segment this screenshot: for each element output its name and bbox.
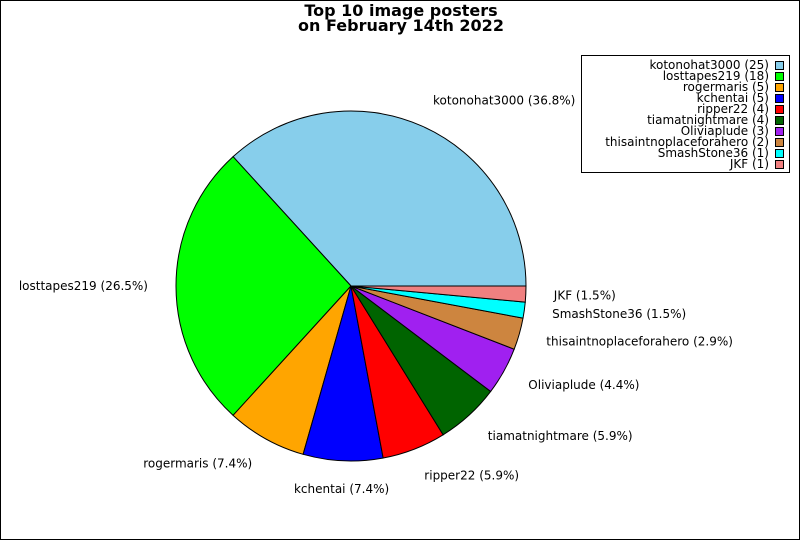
slice-label-tiamatnightmare: tiamatnightmare (5.9%) — [488, 429, 633, 443]
legend-swatch — [775, 149, 784, 158]
legend-item-rogermaris: rogermaris (5) — [682, 80, 784, 94]
slice-label-smashstone36: SmashStone36 (1.5%) — [552, 307, 686, 321]
legend-label: losttapes219 (18) — [662, 69, 769, 83]
legend-label: thisaintnoplaceforahero (2) — [605, 135, 769, 149]
legend-swatch — [775, 138, 784, 147]
legend-swatch — [775, 116, 784, 125]
legend-swatch — [775, 83, 784, 92]
legend-label: Oliviaplude (3) — [680, 124, 769, 138]
slice-label-jkf: JKF (1.5%) — [553, 288, 616, 302]
legend-swatch — [775, 94, 784, 103]
legend-swatch — [775, 105, 784, 114]
legend-label: JKF (1) — [729, 157, 769, 171]
slice-label-thisaintnoplaceforahero: thisaintnoplaceforahero (2.9%) — [546, 335, 733, 349]
slice-label-oliviaplude: Oliviaplude (4.4%) — [528, 378, 639, 392]
legend-label: kchentai (5) — [696, 91, 769, 105]
legend-item-ripper22: ripper22 (4) — [697, 102, 784, 116]
legend-item-thisaintnoplaceforahero: thisaintnoplaceforahero (2) — [605, 135, 784, 149]
legend-item-losttapes219: losttapes219 (18) — [662, 69, 784, 83]
legend-label: rogermaris (5) — [682, 80, 769, 94]
slice-label-kotonohat3000: kotonohat3000 (36.8%) — [433, 93, 575, 107]
pie-slice-losttapes219 — [175, 155, 352, 417]
legend-swatch — [775, 61, 784, 70]
legend-item-jkf: JKF (1) — [729, 157, 784, 171]
legend-item-kchentai: kchentai (5) — [696, 91, 784, 105]
legend-item-kotonohat3000: kotonohat3000 (25) — [649, 58, 784, 72]
legend-label: kotonohat3000 (25) — [649, 58, 769, 72]
pie-slice-jkf — [350, 285, 527, 303]
legend-swatch — [775, 160, 784, 169]
chart-title-line-1: Top 10 image posters — [304, 1, 498, 20]
legend-item-smashstone36: SmashStone36 (1) — [657, 146, 784, 160]
slice-label-losttapes219: losttapes219 (26.5%) — [19, 279, 148, 293]
legend-label: SmashStone36 (1) — [657, 146, 769, 160]
chart-legend: kotonohat3000 (25) losttapes219 (18) roger… — [581, 55, 790, 173]
chart-title-line-2: on February 14th 2022 — [298, 16, 504, 35]
pie-slice-kotonohat3000 — [232, 110, 527, 287]
legend-item-oliviaplude: Oliviaplude (3) — [680, 124, 784, 138]
legend-swatch — [775, 72, 784, 81]
slice-label-rogermaris: rogermaris (7.4%) — [143, 456, 252, 470]
legend-item-tiamatnightmare: tiamatnightmare (4) — [647, 113, 784, 127]
chart-title: Top 10 image posters on February 14th 20… — [1, 1, 800, 35]
legend-swatch — [775, 127, 784, 136]
slice-label-kchentai: kchentai (7.4%) — [294, 482, 389, 496]
legend-label: tiamatnightmare (4) — [647, 113, 769, 127]
slice-label-ripper22: ripper22 (5.9%) — [424, 468, 519, 482]
legend-label: ripper22 (4) — [697, 102, 769, 116]
